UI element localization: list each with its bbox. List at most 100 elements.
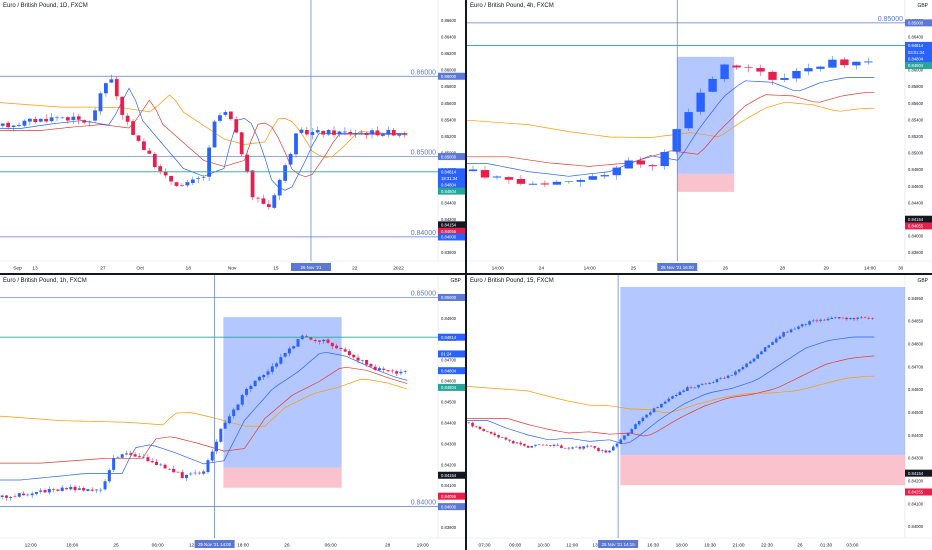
candle-body xyxy=(789,329,793,333)
candle-body xyxy=(104,83,108,94)
price-tick-label: 0.84950 xyxy=(908,296,924,301)
price-tag xyxy=(905,61,932,69)
candle-body xyxy=(730,375,734,376)
chart-title: Euro / British Pound, 15, FXCM xyxy=(470,278,554,284)
price-tag xyxy=(905,55,932,63)
candle-body xyxy=(623,435,626,440)
candle-body xyxy=(52,489,56,490)
candle-body xyxy=(800,324,804,327)
candle-body xyxy=(600,450,604,452)
candle-body xyxy=(13,496,17,498)
price-tick-label: 0.84800 xyxy=(908,342,924,347)
time-tick-label: 25 xyxy=(631,266,637,272)
candle-body xyxy=(492,176,502,178)
price-tick-label: 0.83900 xyxy=(441,525,457,530)
candle-body xyxy=(752,358,756,362)
candle-body xyxy=(370,130,374,135)
chart-panel-1h[interactable]: 0.850000.849000.848000.847000.846000.845… xyxy=(0,275,465,550)
candle-body xyxy=(98,93,103,112)
candle-body xyxy=(515,442,519,444)
price-tag-text: 01:24 xyxy=(441,352,452,357)
time-tick-label: 03:00 xyxy=(846,543,858,549)
candle-body xyxy=(760,351,763,355)
candle-body xyxy=(671,396,674,399)
price-tag xyxy=(438,350,465,358)
candle-body xyxy=(69,486,73,490)
price-tick-label: 0.86000 xyxy=(908,68,924,73)
candle-body xyxy=(848,317,852,320)
candle-body xyxy=(197,472,201,474)
candle-body xyxy=(399,371,403,374)
price-tag-text: 0.84055 xyxy=(441,494,457,499)
candle-body xyxy=(218,115,222,121)
candle-body xyxy=(845,317,848,320)
price-tag-text: 0.84055 xyxy=(908,224,924,229)
price-tag-text: 0.84814 xyxy=(441,170,457,175)
candle-body xyxy=(663,401,667,404)
candle-body xyxy=(270,366,274,372)
candle-body xyxy=(689,387,693,389)
candle-body xyxy=(811,320,815,322)
candle-body xyxy=(193,472,197,474)
candle-body xyxy=(708,382,711,384)
time-tick-label: 14:00 xyxy=(584,266,596,272)
candle-body xyxy=(87,121,92,123)
candle-body xyxy=(287,348,291,354)
price-tag-text: 0.84154 xyxy=(908,471,924,476)
candle-body xyxy=(593,446,597,448)
candle-body xyxy=(645,414,648,418)
chart-panel-4h[interactable]: 0.866000.864000.862000.860000.858000.856… xyxy=(467,0,932,273)
candle-body xyxy=(38,118,43,122)
candle-body xyxy=(804,68,813,72)
candle-body xyxy=(852,61,861,66)
candle-body xyxy=(82,120,87,123)
time-tick-label: 12:00 xyxy=(566,543,578,549)
price-tag xyxy=(438,187,465,195)
candle-body xyxy=(232,409,236,417)
price-tick-label: 0.84600 xyxy=(908,387,924,392)
chart-panel-daily[interactable]: 0.86600 0.86400 0.86200 0.86000 0.85800 0.856… xyxy=(0,0,465,273)
candle-body xyxy=(6,122,11,128)
candle-body xyxy=(223,422,227,429)
candle-body xyxy=(648,165,657,167)
candle-body xyxy=(44,118,49,122)
price-tick-label: 0.85400 xyxy=(441,117,457,122)
candle-body xyxy=(403,371,407,372)
candle-body xyxy=(471,422,474,427)
price-level-tag-text: 0.86000 xyxy=(441,74,457,79)
price-tick-label: 0.84000 xyxy=(908,524,924,529)
candle-body xyxy=(343,349,347,352)
candle-body xyxy=(391,129,396,136)
time-tick-label: 06:00 xyxy=(152,543,164,549)
moving-average-line xyxy=(467,355,875,437)
price-tag xyxy=(438,168,465,176)
time-tick-label: 01:30 xyxy=(820,543,832,549)
chart-panel-15m[interactable]: 0.84950 0.84850 0.84800 0.84700 0.84600 0.845… xyxy=(467,275,932,550)
candle-body xyxy=(768,71,777,80)
price-tick-label: 0.84500 xyxy=(908,410,924,415)
candle-body xyxy=(65,117,70,121)
candle-body xyxy=(624,160,633,169)
candle-body xyxy=(142,456,146,458)
candle-body xyxy=(360,360,364,361)
candle-body xyxy=(163,464,167,469)
candle-body xyxy=(589,445,593,447)
candle-body xyxy=(734,371,737,375)
candle-body xyxy=(397,133,402,136)
price-tag-text: 0.84055 xyxy=(441,229,457,234)
candle-body xyxy=(493,433,497,436)
candle-body xyxy=(219,428,223,442)
candle-body xyxy=(356,357,360,361)
candle-body xyxy=(819,319,822,321)
candle-body xyxy=(748,361,752,364)
time-tick-label: 07:30 xyxy=(479,543,491,549)
candle-body xyxy=(578,446,582,449)
candle-body xyxy=(146,457,150,462)
time-tick-label: 26 xyxy=(797,543,803,549)
candle-body xyxy=(467,422,471,424)
candle-body xyxy=(22,120,27,126)
candle-body xyxy=(207,147,212,177)
candle-body xyxy=(867,317,871,319)
candle-body xyxy=(782,332,785,337)
